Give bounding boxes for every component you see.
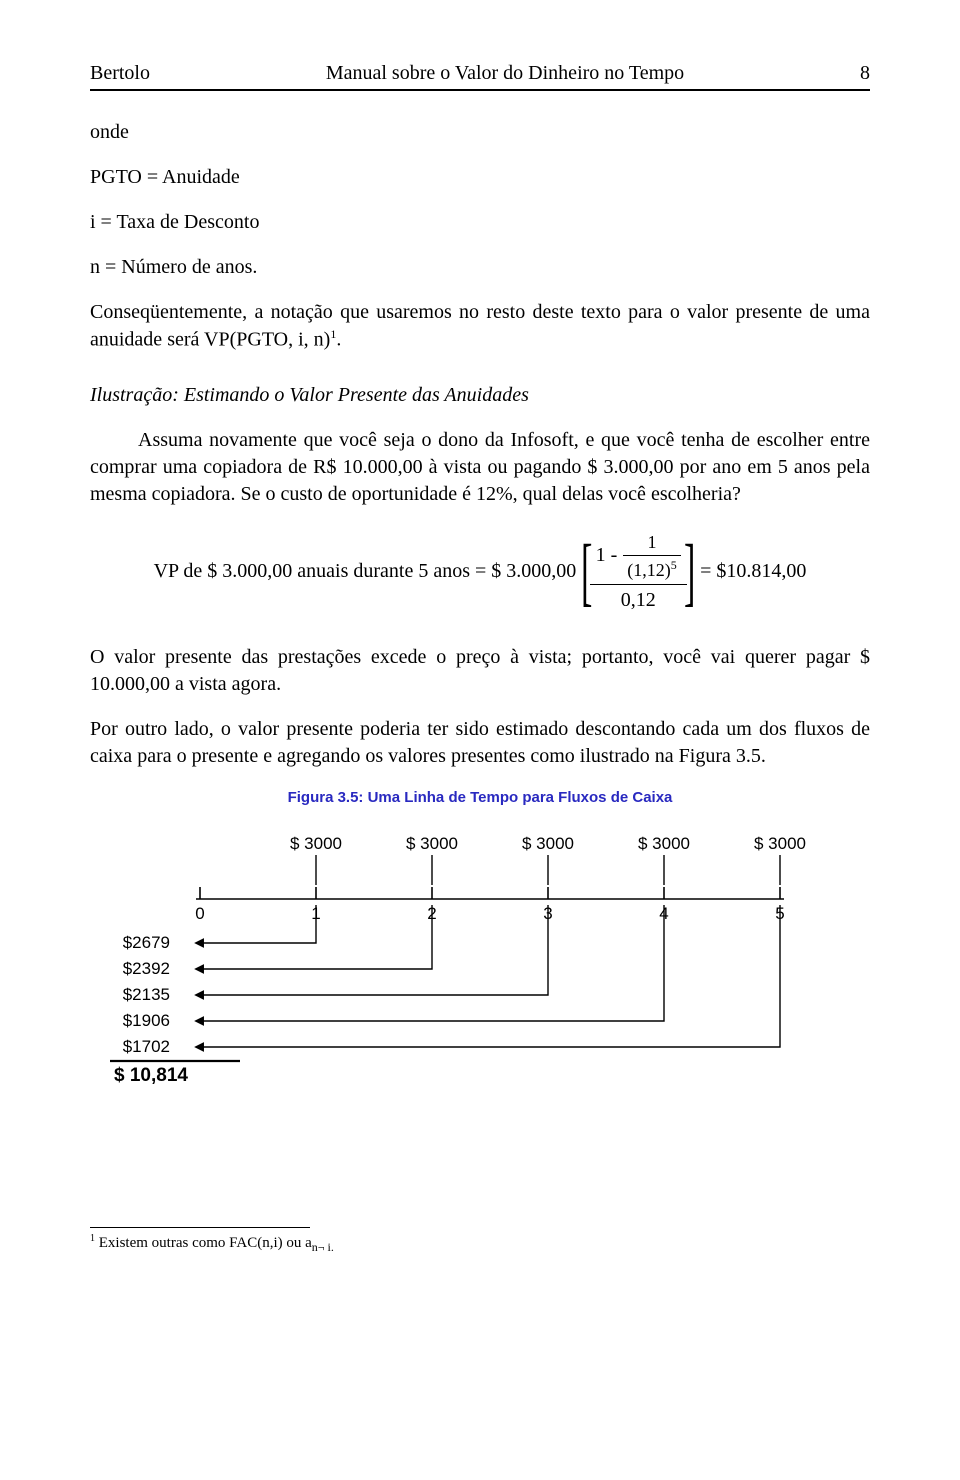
- formula-inner-denominator: (1,12)5: [623, 555, 681, 582]
- svg-text:$ 3000: $ 3000: [754, 834, 806, 853]
- paragraph-example: Assuma novamente que você seja o dono da…: [90, 427, 870, 508]
- header-rule: [90, 89, 870, 91]
- def-n: n = Número de anos.: [90, 254, 870, 281]
- paragraph-conclusion-1: O valor presente das prestações excede o…: [90, 644, 870, 698]
- page-header: Bertolo Manual sobre o Valor do Dinheiro…: [90, 60, 870, 87]
- footnote-rule: [90, 1227, 310, 1228]
- def-i: i = Taxa de Desconto: [90, 209, 870, 236]
- header-title: Manual sobre o Valor do Dinheiro no Temp…: [150, 60, 860, 87]
- formula-one-minus: 1 -: [596, 542, 618, 569]
- paragraph-notation: Conseqüentemente, a notação que usaremos…: [90, 299, 870, 354]
- footnote-1: 1 Existem outras como FAC(n,i) ou an¬ i.: [90, 1232, 870, 1255]
- formula-result: = $10.814,00: [700, 558, 806, 585]
- svg-text:$ 3000: $ 3000: [406, 834, 458, 853]
- svg-text:$1702: $1702: [123, 1037, 170, 1056]
- right-bracket-icon: ]: [684, 539, 695, 605]
- header-left: Bertolo: [90, 60, 150, 87]
- paragraph-conclusion-2: Por outro lado, o valor presente poderia…: [90, 716, 870, 770]
- svg-text:$2679: $2679: [123, 933, 170, 952]
- svg-text:$2392: $2392: [123, 959, 170, 978]
- formula-denominator: 0,12: [621, 585, 656, 614]
- formula-bracket: [ 1 - 1 (1,12)5 0,12 ]: [584, 530, 692, 615]
- illustration-heading: Ilustração: Estimando o Valor Presente d…: [90, 382, 870, 409]
- svg-text:$ 3000: $ 3000: [522, 834, 574, 853]
- footnote-text-a: Existem outras como FAC(n,i) ou a: [95, 1235, 312, 1251]
- text-onde: onde: [90, 119, 870, 146]
- svg-text:$1906: $1906: [123, 1011, 170, 1030]
- formula-inner-numerator: 1: [644, 530, 661, 555]
- timeline-diagram: $ 3000$ 3000$ 3000$ 3000$ 3000012345$267…: [110, 827, 850, 1097]
- svg-text:$ 3000: $ 3000: [638, 834, 690, 853]
- svg-text:0: 0: [195, 904, 204, 923]
- svg-text:$ 10,814: $ 10,814: [114, 1065, 188, 1086]
- formula-left: VP de $ 3.000,00 anuais durante 5 anos =…: [154, 558, 577, 585]
- def-pgto: PGTO = Anuidade: [90, 164, 870, 191]
- footnote-sub: n¬ i.: [312, 1240, 334, 1254]
- pv-formula: VP de $ 3.000,00 anuais durante 5 anos =…: [90, 530, 870, 615]
- figure-title: Figura 3.5: Uma Linha de Tempo para Flux…: [110, 788, 850, 808]
- formula-inner-fraction: 1 (1,12)5: [623, 530, 681, 583]
- header-page-number: 8: [860, 60, 870, 87]
- svg-text:$2135: $2135: [123, 985, 170, 1004]
- figure-3-5: Figura 3.5: Uma Linha de Tempo para Flux…: [110, 788, 850, 1096]
- left-bracket-icon: [: [581, 539, 592, 605]
- paragraph-notation-end: .: [336, 329, 341, 351]
- paragraph-notation-text: Conseqüentemente, a notação que usaremos…: [90, 301, 870, 351]
- formula-fraction: 1 - 1 (1,12)5 0,12: [590, 530, 687, 615]
- svg-text:$ 3000: $ 3000: [290, 834, 342, 853]
